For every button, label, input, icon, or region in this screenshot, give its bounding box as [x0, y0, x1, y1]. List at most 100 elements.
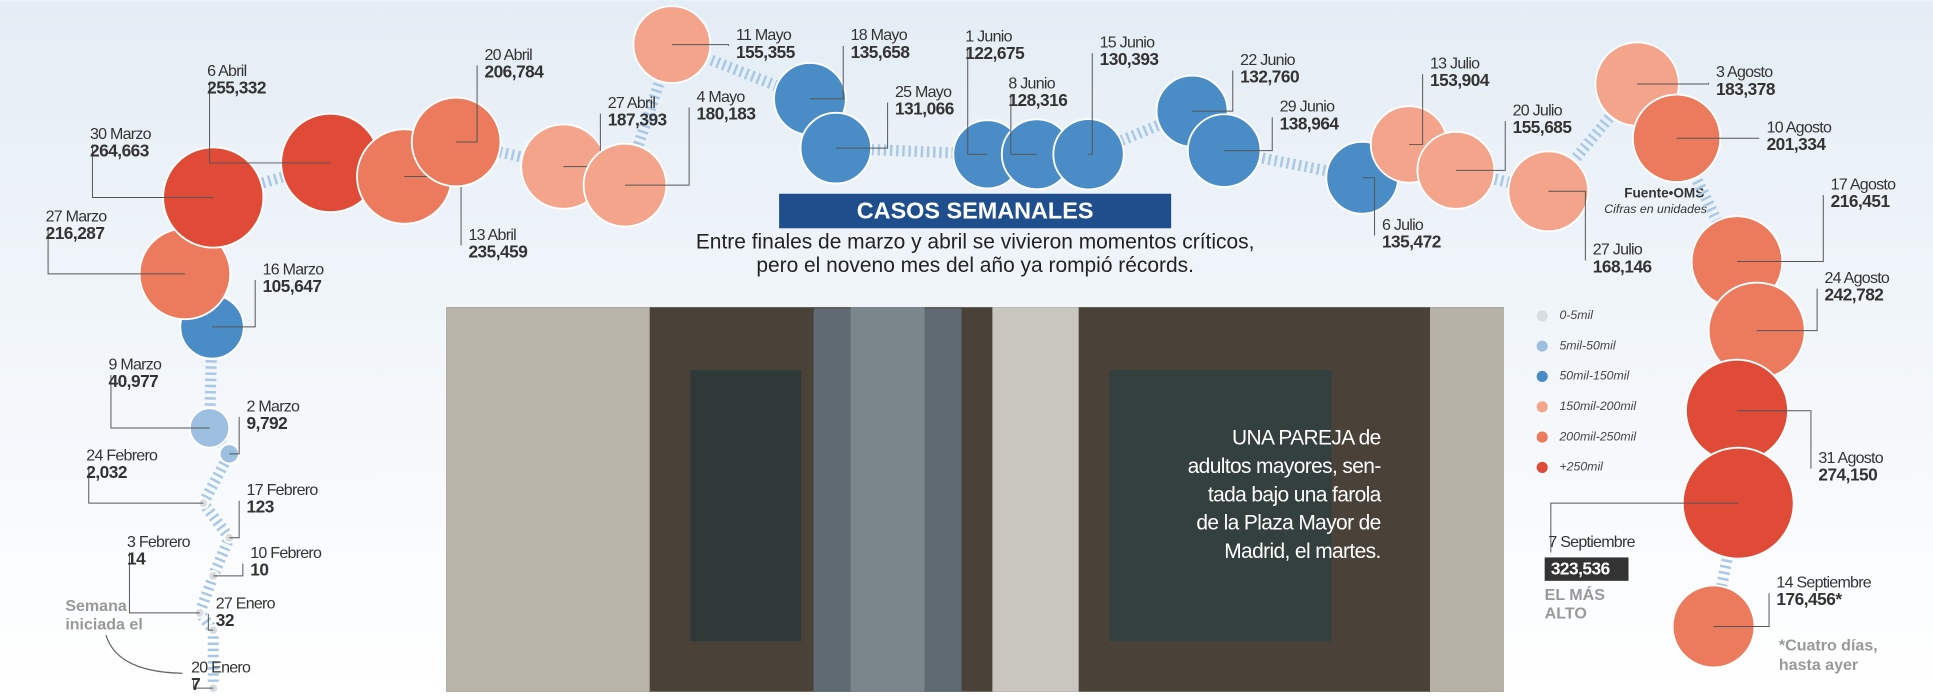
week-label: 31 Agosto: [1818, 449, 1883, 467]
week-label: 15 Junio: [1100, 34, 1155, 52]
caption-line: UNA PAREJA de: [1232, 427, 1381, 450]
value-label: 32: [216, 610, 234, 630]
leader-line: [835, 102, 889, 149]
value-label: 122,675: [965, 43, 1025, 63]
leader-line: [1010, 93, 1037, 155]
leader-line: [1455, 121, 1506, 171]
week-label: 22 Junio: [1240, 51, 1295, 69]
leader-line: [193, 678, 214, 689]
value-label: 201,334: [1767, 134, 1827, 154]
source: Fuente•OMS: [1624, 185, 1704, 200]
value-label: 264,663: [90, 140, 149, 160]
value-label: 131,066: [895, 98, 954, 118]
leader-line: [207, 614, 214, 631]
legend-label: 5mil-50mil: [1559, 338, 1616, 352]
legend-swatch: [1536, 401, 1548, 413]
week-label: 20 Abril: [484, 46, 532, 64]
week-label: 27 Enero: [216, 595, 276, 613]
legend-swatch: [1536, 370, 1548, 382]
week-label: 6 Abril: [207, 62, 247, 80]
value-label: 180,183: [697, 103, 756, 123]
leader-line: [88, 466, 204, 504]
caption-line: tada bajo una farola: [1208, 483, 1382, 506]
value-label: 138,964: [1280, 113, 1340, 133]
week-label: 18 Mayo: [851, 26, 908, 44]
leader-line: [212, 280, 256, 328]
footnote: hasta ayer: [1779, 656, 1858, 674]
week-label: 10 Febrero: [250, 544, 322, 562]
leader-line: [1192, 70, 1234, 112]
week-label: 16 Marzo: [263, 260, 325, 278]
photo: [446, 307, 1504, 692]
value-label: 155,685: [1513, 117, 1573, 137]
value-label: 235,459: [468, 241, 527, 261]
value-label: 176,456*: [1776, 589, 1842, 609]
subtitle: pero el noveno mes del año ya rompió réc…: [756, 254, 1194, 277]
legend: 0-5mil 5mil-50mil 50mil-150mil 150mil-200mi…: [1536, 308, 1637, 474]
value-label: 135,658: [851, 42, 911, 62]
value-label: 2,032: [86, 462, 127, 482]
week-label: 13 Julio: [1430, 55, 1480, 73]
legend-swatch: [1536, 310, 1548, 322]
leader-line: [1224, 117, 1273, 152]
week-label: 25 Mayo: [895, 83, 952, 101]
leader-line: [1756, 288, 1818, 332]
week-label: 24 Febrero: [86, 447, 158, 465]
title-box: [779, 193, 1172, 229]
value-label: 155,355: [736, 42, 796, 62]
week-label: 7 Septiembre: [1548, 533, 1635, 551]
value-label: 183,378: [1716, 79, 1776, 99]
week-label: 29 Junio: [1280, 98, 1335, 116]
week-label: 27 Marzo: [46, 207, 108, 225]
legend-label: 0-5mil: [1559, 308, 1594, 322]
week-label: 9 Marzo: [108, 355, 162, 373]
week-label: 11 Mayo: [736, 26, 792, 44]
value-label: 14: [127, 548, 146, 568]
week-label: 2 Marzo: [247, 397, 301, 415]
caption-line: adultos mayores, sen-: [1188, 455, 1382, 478]
week-label: 27 Julio: [1593, 241, 1643, 259]
value-label: 168,146: [1593, 256, 1652, 276]
week-label: 20 Julio: [1513, 101, 1563, 119]
week-label: 3 Agosto: [1716, 63, 1773, 81]
week-label: 20 Enero: [191, 659, 251, 677]
week-label: 3 Febrero: [127, 533, 191, 551]
leader-line: [1088, 53, 1093, 155]
week-label: 13 Abril: [468, 226, 516, 244]
leader-line: [91, 144, 214, 198]
leader-line: [967, 47, 988, 155]
value-label: 153,904: [1430, 70, 1490, 90]
photo-caption: UNA PAREJA de adultos mayores, sen-tada b…: [1188, 427, 1383, 563]
value-label: 123: [247, 497, 274, 517]
week-label: 4 Mayo: [697, 88, 746, 106]
value-label: 105,647: [263, 276, 322, 296]
source-note: Cifras en unidades: [1604, 202, 1707, 216]
leader-line: [625, 107, 690, 186]
caption-line: de la Plaza Mayor de: [1196, 512, 1380, 535]
value-label: 323,536: [1551, 558, 1610, 578]
annotation: Semana: [65, 597, 128, 615]
leader-line: [1550, 502, 1739, 553]
annotation-line: [105, 634, 183, 674]
leader-line: [1736, 410, 1812, 469]
value-label: 128,316: [1008, 90, 1067, 110]
value-label: 255,332: [207, 78, 266, 98]
legend-swatch: [1536, 461, 1548, 473]
annotation: ALTO: [1545, 604, 1587, 622]
legend-label: 200mil-250mil: [1558, 429, 1637, 443]
value-label: 9,792: [247, 413, 288, 433]
value-label: 10: [250, 560, 268, 580]
value-label: 135,472: [1382, 232, 1441, 252]
value-label: 7: [191, 674, 200, 692]
leader-line: [209, 81, 331, 164]
week-label: 1 Junio: [965, 27, 1012, 45]
leader-line: [1409, 74, 1424, 145]
week-label: 30 Marzo: [90, 125, 152, 143]
chart-title: CASOS SEMANALES: [857, 197, 1094, 223]
value-label: 206,784: [484, 62, 544, 82]
caption-line: Madrid, el martes.: [1224, 540, 1380, 563]
leader-line: [1362, 177, 1376, 236]
value-label: 274,150: [1818, 465, 1877, 485]
